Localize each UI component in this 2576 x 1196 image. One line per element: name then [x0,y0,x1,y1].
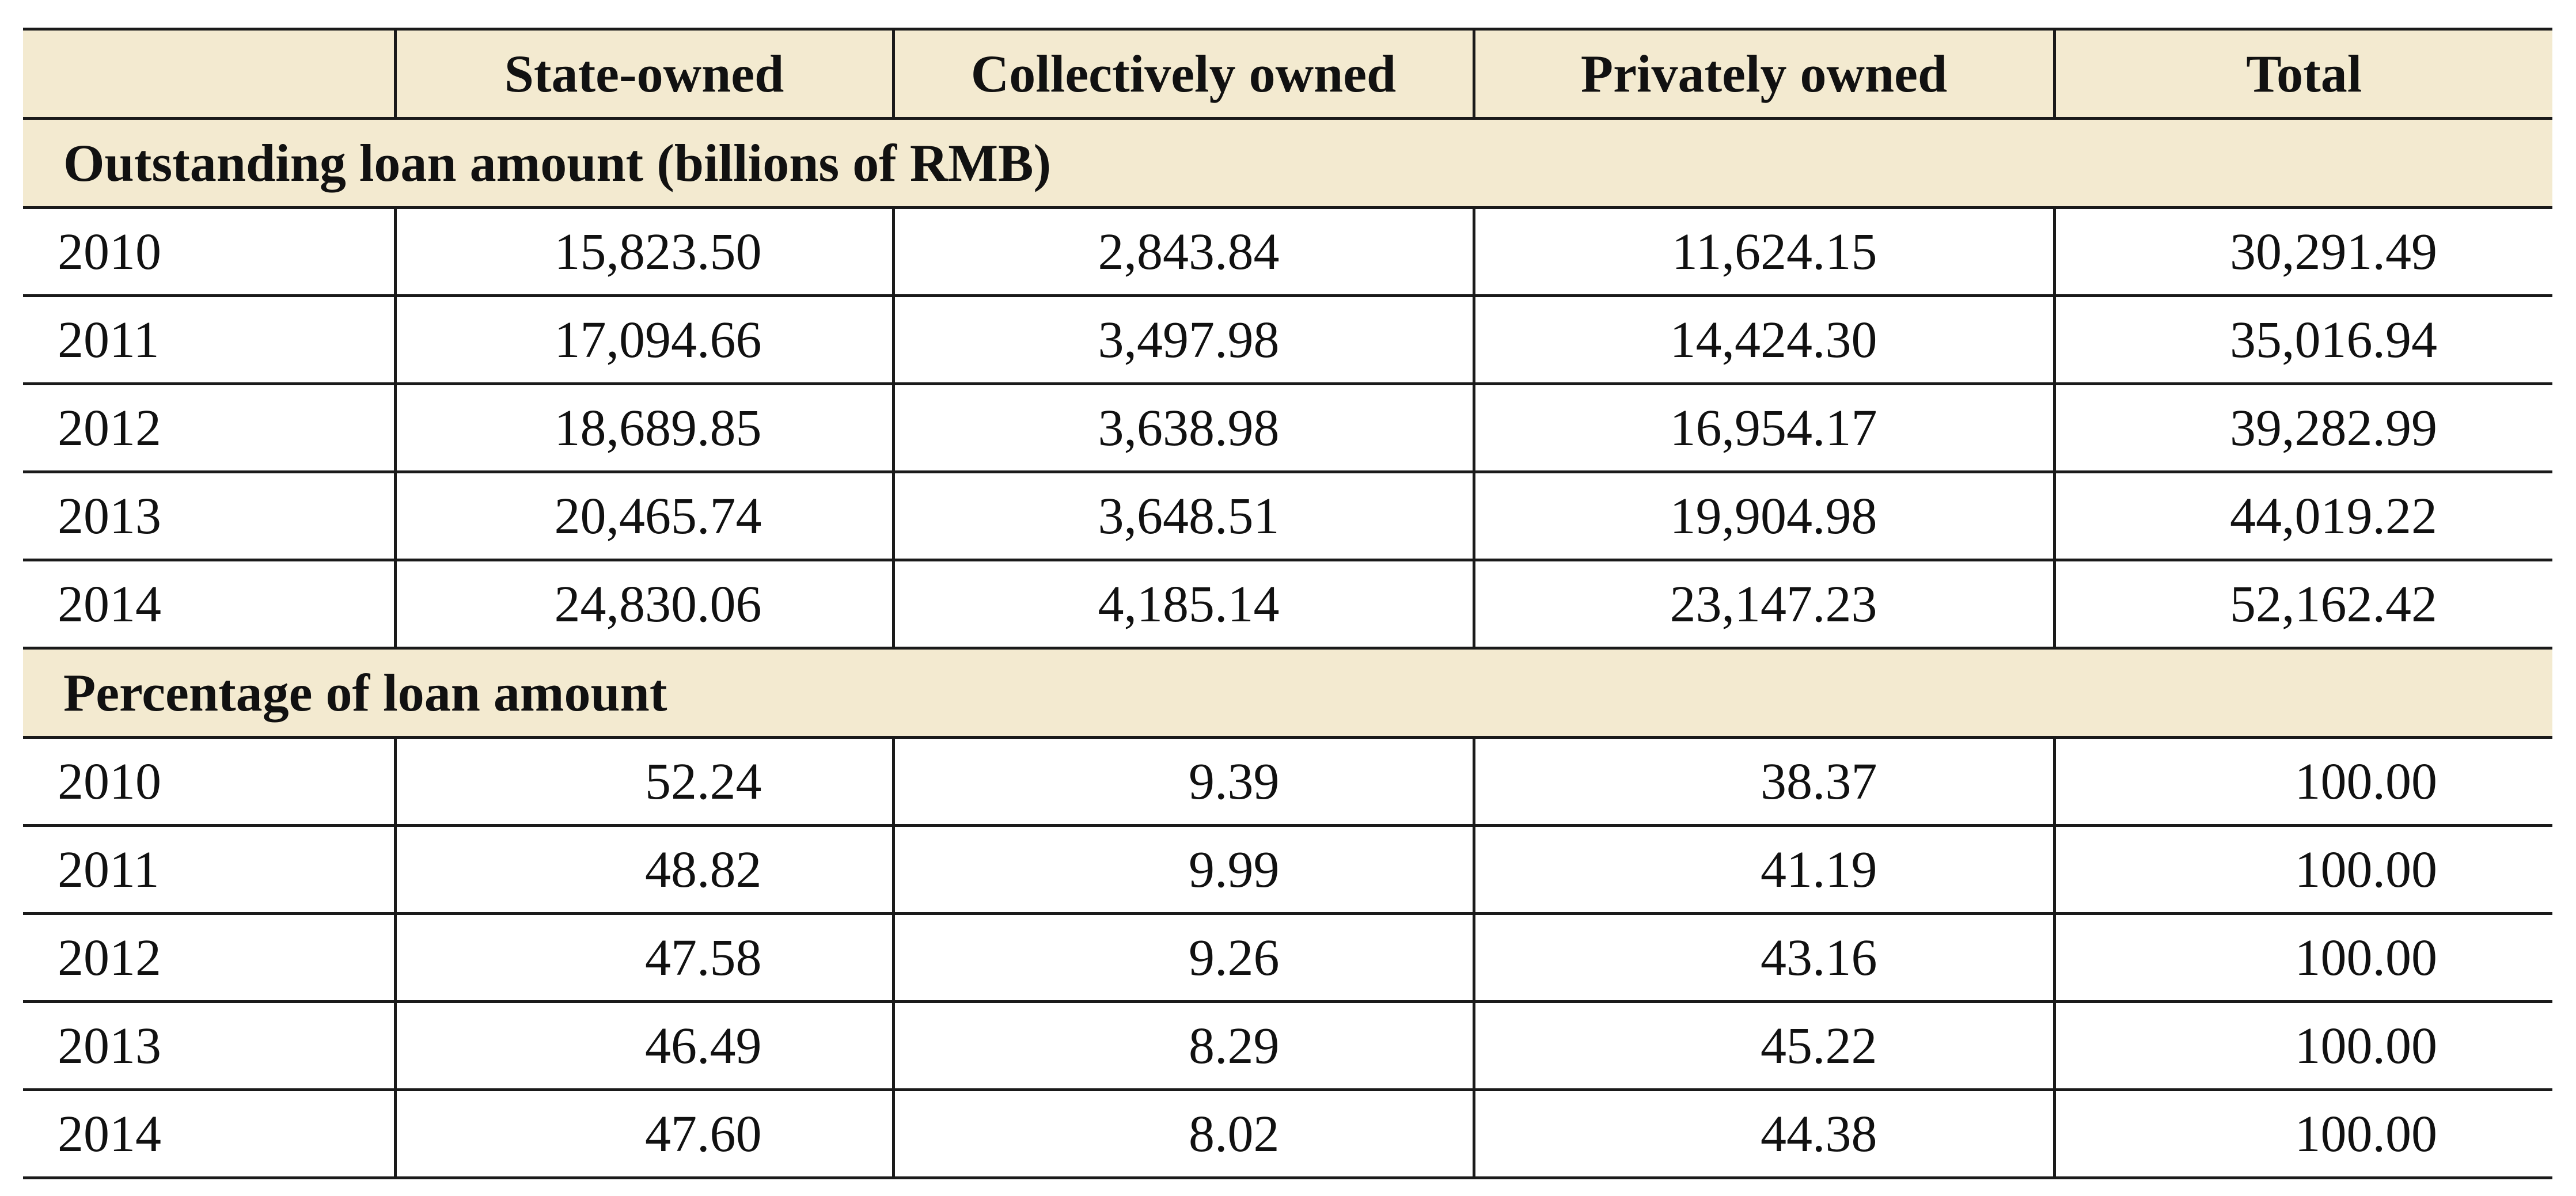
total-cell: 100.00 [2053,1001,2552,1091]
header-cell-collectively-owned: Collectively owned [891,28,1475,120]
collectively-owned-cell: 3,497.98 [891,295,1475,385]
year-cell: 2010 [23,207,397,297]
total-cell: 100.00 [2053,737,2552,827]
year-cell: 2014 [23,560,397,650]
header-row: State-owned Collectively owned Privately… [23,28,2552,120]
loan-table-container: State-owned Collectively owned Privately… [23,28,2552,1179]
collectively-owned-cell: 9.26 [891,913,1475,1003]
table-row: 2011 17,094.66 3,497.98 14,424.30 35,016.94 [23,295,2552,385]
privately-owned-cell: 38.37 [1472,737,2056,827]
collectively-owned-cell: 2,843.84 [891,207,1475,297]
total-cell: 39,282.99 [2053,384,2552,473]
table-row: 2013 46.49 8.29 45.22 100.00 [23,1001,2552,1091]
total-cell: 100.00 [2053,1089,2552,1179]
privately-owned-cell: 43.16 [1472,913,2056,1003]
collectively-owned-cell: 3,648.51 [891,472,1475,561]
state-owned-cell: 17,094.66 [393,295,895,385]
table-row: 2010 15,823.50 2,843.84 11,624.15 30,291.49 [23,207,2552,297]
collectively-owned-cell: 3,638.98 [891,384,1475,473]
privately-owned-cell: 44.38 [1472,1089,2056,1179]
collectively-owned-cell: 4,185.14 [891,560,1475,650]
year-cell: 2012 [23,913,397,1003]
header-cell-year [23,28,397,120]
state-owned-cell: 48.82 [393,825,895,915]
total-cell: 100.00 [2053,825,2552,915]
privately-owned-cell: 23,147.23 [1472,560,2056,650]
section-header-row: Outstanding loan amount (billions of RMB… [23,117,2552,209]
total-cell: 100.00 [2053,913,2552,1003]
year-cell: 2011 [23,825,397,915]
total-cell: 44,019.22 [2053,472,2552,561]
privately-owned-cell: 41.19 [1472,825,2056,915]
total-cell: 35,016.94 [2053,295,2552,385]
privately-owned-cell: 14,424.30 [1472,295,2056,385]
table-row: 2012 18,689.85 3,638.98 16,954.17 39,282.99 [23,384,2552,473]
state-owned-cell: 47.58 [393,913,895,1003]
header-cell-total: Total [2053,28,2552,120]
year-cell: 2013 [23,472,397,561]
collectively-owned-cell: 9.99 [891,825,1475,915]
year-cell: 2013 [23,1001,397,1091]
total-cell: 52,162.42 [2053,560,2552,650]
section-title: Percentage of loan amount [23,647,2552,739]
state-owned-cell: 18,689.85 [393,384,895,473]
privately-owned-cell: 16,954.17 [1472,384,2056,473]
total-cell: 30,291.49 [2053,207,2552,297]
table-row: 2014 47.60 8.02 44.38 100.00 [23,1089,2552,1179]
collectively-owned-cell: 8.02 [891,1089,1475,1179]
state-owned-cell: 46.49 [393,1001,895,1091]
state-owned-cell: 52.24 [393,737,895,827]
table-row: 2012 47.58 9.26 43.16 100.00 [23,913,2552,1003]
year-cell: 2014 [23,1089,397,1179]
collectively-owned-cell: 9.39 [891,737,1475,827]
header-cell-privately-owned: Privately owned [1472,28,2056,120]
table-row: 2010 52.24 9.39 38.37 100.00 [23,737,2552,827]
privately-owned-cell: 45.22 [1472,1001,2056,1091]
table-row: 2014 24,830.06 4,185.14 23,147.23 52,162.42 [23,560,2552,650]
section-header-row: Percentage of loan amount [23,647,2552,739]
collectively-owned-cell: 8.29 [891,1001,1475,1091]
year-cell: 2012 [23,384,397,473]
privately-owned-cell: 11,624.15 [1472,207,2056,297]
state-owned-cell: 20,465.74 [393,472,895,561]
header-cell-state-owned: State-owned [393,28,895,120]
privately-owned-cell: 19,904.98 [1472,472,2056,561]
year-cell: 2010 [23,737,397,827]
table-body: Outstanding loan amount (billions of RMB… [23,117,2552,1179]
table-row: 2011 48.82 9.99 41.19 100.00 [23,825,2552,915]
section-title: Outstanding loan amount (billions of RMB… [23,117,2552,209]
loan-table: State-owned Collectively owned Privately… [23,28,2552,1179]
state-owned-cell: 47.60 [393,1089,895,1179]
table-row: 2013 20,465.74 3,648.51 19,904.98 44,019.22 [23,472,2552,561]
state-owned-cell: 24,830.06 [393,560,895,650]
year-cell: 2011 [23,295,397,385]
state-owned-cell: 15,823.50 [393,207,895,297]
